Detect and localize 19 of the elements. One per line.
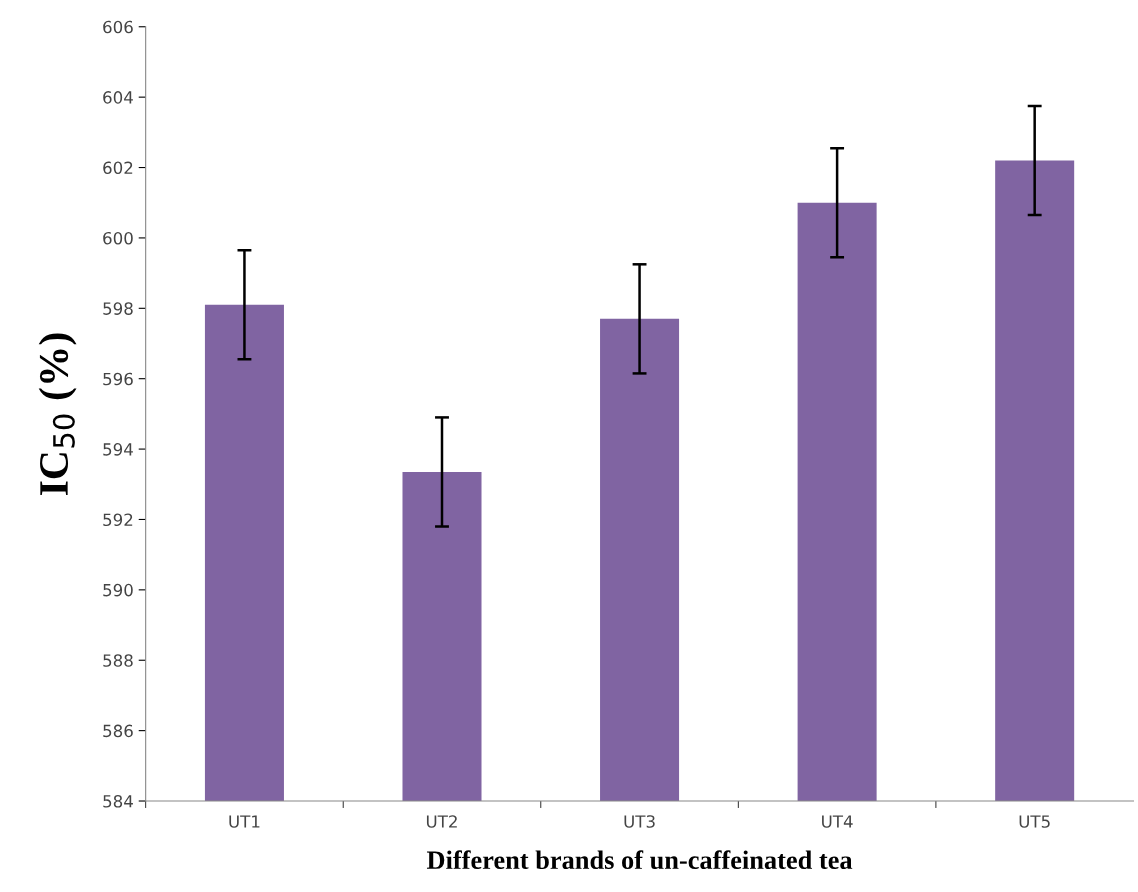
x-tick-label: UT5 bbox=[1019, 815, 1050, 828]
x-axis-title: Different brands of un-caffeinated tea bbox=[426, 850, 853, 870]
y-tick-label: 598 bbox=[103, 302, 133, 315]
y-tick-label: 584 bbox=[103, 794, 133, 808]
y-tick-label: 602 bbox=[103, 161, 133, 175]
x-tick-label: UT1 bbox=[229, 815, 260, 828]
y-tick-label: 592 bbox=[103, 513, 133, 527]
y-tick-label: 606 bbox=[103, 20, 133, 34]
y-tick-label: 586 bbox=[103, 724, 133, 738]
y-tick-label: 596 bbox=[103, 372, 133, 386]
y-tick-label: 604 bbox=[103, 91, 133, 104]
y-tick-label: 588 bbox=[103, 654, 133, 667]
y-tick-label: 594 bbox=[103, 443, 133, 456]
x-tick-label: UT4 bbox=[822, 815, 853, 828]
x-tick-label: UT3 bbox=[624, 815, 655, 828]
x-tick-label: UT2 bbox=[426, 815, 457, 828]
y-axis-title: IC$_{50}$ (%) bbox=[38, 333, 77, 495]
y-tick-label: 590 bbox=[103, 583, 133, 597]
y-tick-label: 600 bbox=[103, 231, 133, 245]
